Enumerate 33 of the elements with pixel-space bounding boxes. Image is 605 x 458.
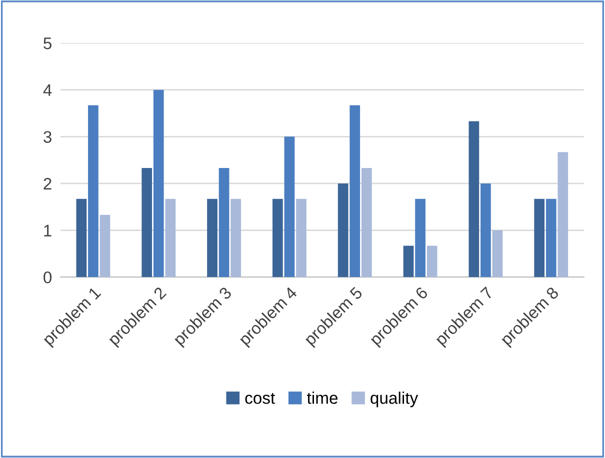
bar <box>284 136 295 278</box>
bar <box>415 198 426 278</box>
bar <box>230 198 241 278</box>
y-tick-label: 1 <box>44 224 52 236</box>
bar <box>153 90 164 278</box>
bar <box>76 198 87 278</box>
bar <box>272 198 283 278</box>
bar <box>142 168 152 278</box>
bar <box>296 198 306 278</box>
bar <box>534 198 545 278</box>
legend-label: cost <box>245 392 275 404</box>
bar <box>165 198 176 278</box>
bar <box>546 198 556 278</box>
bar <box>218 168 230 278</box>
y-tick-label: 0 <box>44 271 52 284</box>
bar <box>207 198 218 278</box>
legend-label: quality <box>370 392 418 408</box>
y-tick-label: 2 <box>44 178 52 190</box>
y-tick-label: 3 <box>44 131 52 143</box>
bar <box>100 214 110 278</box>
bar <box>350 105 360 278</box>
y-tick-label: 4 <box>43 84 52 96</box>
bar <box>480 183 491 278</box>
bar <box>338 183 348 278</box>
bar <box>468 121 480 278</box>
legend-label: time <box>307 392 338 404</box>
bar <box>403 246 414 278</box>
bar <box>492 230 503 278</box>
bar <box>426 246 438 278</box>
bar <box>88 105 98 278</box>
y-tick-label: 5 <box>44 38 52 50</box>
bar <box>558 152 568 278</box>
bar <box>361 168 372 278</box>
